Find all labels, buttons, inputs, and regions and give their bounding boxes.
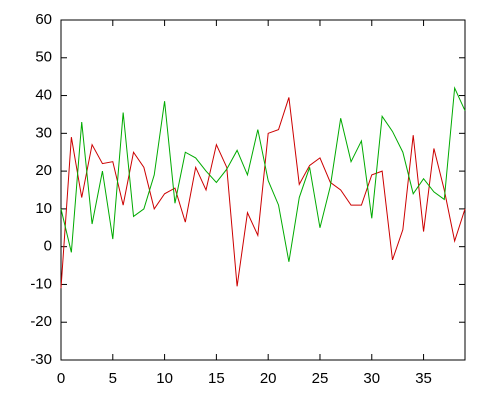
x-tick-label: 30 [363,370,380,387]
x-tick-label: 25 [312,370,329,387]
x-tick-label: 15 [208,370,225,387]
data-line [60,86,466,262]
x-tick-label: 10 [156,370,173,387]
x-tick-label: 0 [57,370,65,387]
y-tick-label: -30 [30,351,52,368]
plot-frame [60,19,466,361]
data-line [60,97,466,289]
y-tick-label: 50 [35,49,52,66]
y-tick-label: 30 [35,124,52,141]
y-tick-label: 60 [35,11,52,28]
y-tick-label: 20 [35,162,52,179]
y-tick-label: 0 [44,238,52,255]
y-tick-label: -10 [30,275,52,292]
y-tick-label: 10 [35,200,52,217]
x-tick-label: 20 [260,370,277,387]
y-tick-label: -20 [30,313,52,330]
x-tick-label: 35 [415,370,432,387]
y-tick-label: 40 [35,87,52,104]
x-tick-label: 5 [109,370,117,387]
